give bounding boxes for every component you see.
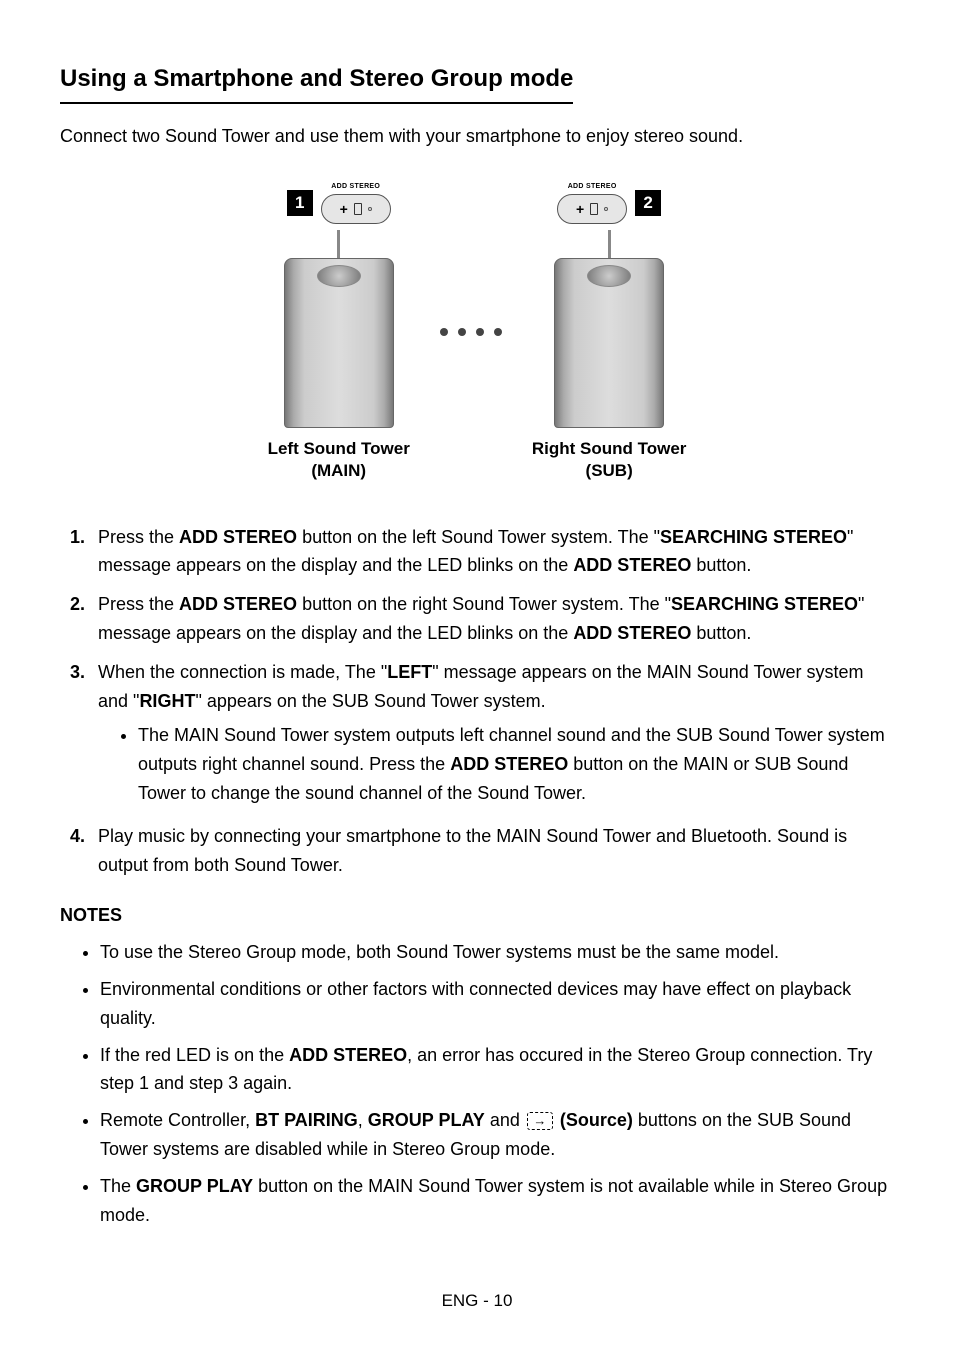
note-item: Environmental conditions or other factor… (100, 975, 894, 1033)
step-item: Press the ADD STEREO button on the right… (70, 590, 894, 648)
right-tower-label-line1: Right Sound Tower (532, 439, 687, 458)
note-item: Remote Controller, BT PAIRING, GROUP PLA… (100, 1106, 894, 1164)
callout-number-2: 2 (635, 190, 661, 216)
speaker-icon (590, 203, 598, 215)
steps-list: Press the ADD STEREO button on the left … (60, 523, 894, 880)
led-dot-icon (368, 207, 372, 211)
left-tower-column: 1 ADD STEREO + Left Sound Tower (MAIN) (268, 181, 410, 482)
speaker-icon (354, 203, 362, 215)
bold-text: ADD STEREO (179, 594, 297, 614)
right-tower-label-line2: (SUB) (586, 461, 633, 480)
step-body: Press the ADD STEREO button on the left … (98, 523, 894, 581)
oval-button-icon: + (557, 194, 627, 224)
plus-icon: + (340, 198, 348, 220)
source-icon: → (527, 1112, 553, 1130)
add-stereo-label: ADD STEREO (331, 181, 380, 192)
led-dot-icon (604, 207, 608, 211)
bold-text: ADD STEREO (289, 1045, 407, 1065)
note-item: The GROUP PLAY button on the MAIN Sound … (100, 1172, 894, 1230)
bold-text: GROUP PLAY (368, 1110, 485, 1130)
step-item: Press the ADD STEREO button on the left … (70, 523, 894, 581)
right-tower-label: Right Sound Tower (SUB) (532, 438, 687, 482)
bold-text: SEARCHING STEREO (671, 594, 858, 614)
bold-text: SEARCHING STEREO (660, 527, 847, 547)
diagram: 1 ADD STEREO + Left Sound Tower (MAIN) A… (60, 181, 894, 482)
step-body: When the connection is made, The "LEFT" … (98, 658, 894, 812)
left-tower-label-line2: (MAIN) (311, 461, 366, 480)
bold-text: (Source) (560, 1110, 633, 1130)
note-item: If the red LED is on the ADD STEREO, an … (100, 1041, 894, 1099)
sound-tower-right-icon (554, 258, 664, 428)
step-sublist: The MAIN Sound Tower system outputs left… (98, 721, 894, 807)
add-stereo-button-left: ADD STEREO + (321, 181, 391, 224)
add-stereo-button-right: ADD STEREO + (557, 181, 627, 224)
section-heading: Using a Smartphone and Stereo Group mode (60, 60, 573, 104)
step-body: Play music by connecting your smartphone… (98, 822, 894, 880)
left-tower-label-line1: Left Sound Tower (268, 439, 410, 458)
right-tower-column: ADD STEREO + 2 Right Sound Tower (SUB) (532, 181, 687, 482)
bold-text: ADD STEREO (573, 623, 691, 643)
bold-text: LEFT (387, 662, 432, 682)
plus-icon: + (576, 198, 584, 220)
step-item: Play music by connecting your smartphone… (70, 822, 894, 880)
step-subitem: The MAIN Sound Tower system outputs left… (138, 721, 894, 807)
page-footer: ENG - 10 (0, 1287, 954, 1314)
note-item: To use the Stereo Group mode, both Sound… (100, 938, 894, 967)
connection-dots-icon (440, 328, 502, 336)
bold-text: RIGHT (139, 691, 195, 711)
bold-text: ADD STEREO (573, 555, 691, 575)
callout-number-1: 1 (287, 190, 313, 216)
bold-text: ADD STEREO (179, 527, 297, 547)
oval-button-icon: + (321, 194, 391, 224)
notes-heading: NOTES (60, 901, 894, 930)
bold-text: ADD STEREO (450, 754, 568, 774)
step-item: When the connection is made, The "LEFT" … (70, 658, 894, 812)
step-body: Press the ADD STEREO button on the right… (98, 590, 894, 648)
bold-text: BT PAIRING (255, 1110, 358, 1130)
notes-list: To use the Stereo Group mode, both Sound… (60, 938, 894, 1229)
add-stereo-label: ADD STEREO (568, 181, 617, 192)
sound-tower-left-icon (284, 258, 394, 428)
intro-text: Connect two Sound Tower and use them wit… (60, 122, 894, 151)
left-tower-label: Left Sound Tower (MAIN) (268, 438, 410, 482)
pointer-line (608, 230, 611, 258)
bold-text: GROUP PLAY (136, 1176, 253, 1196)
pointer-line (337, 230, 340, 258)
